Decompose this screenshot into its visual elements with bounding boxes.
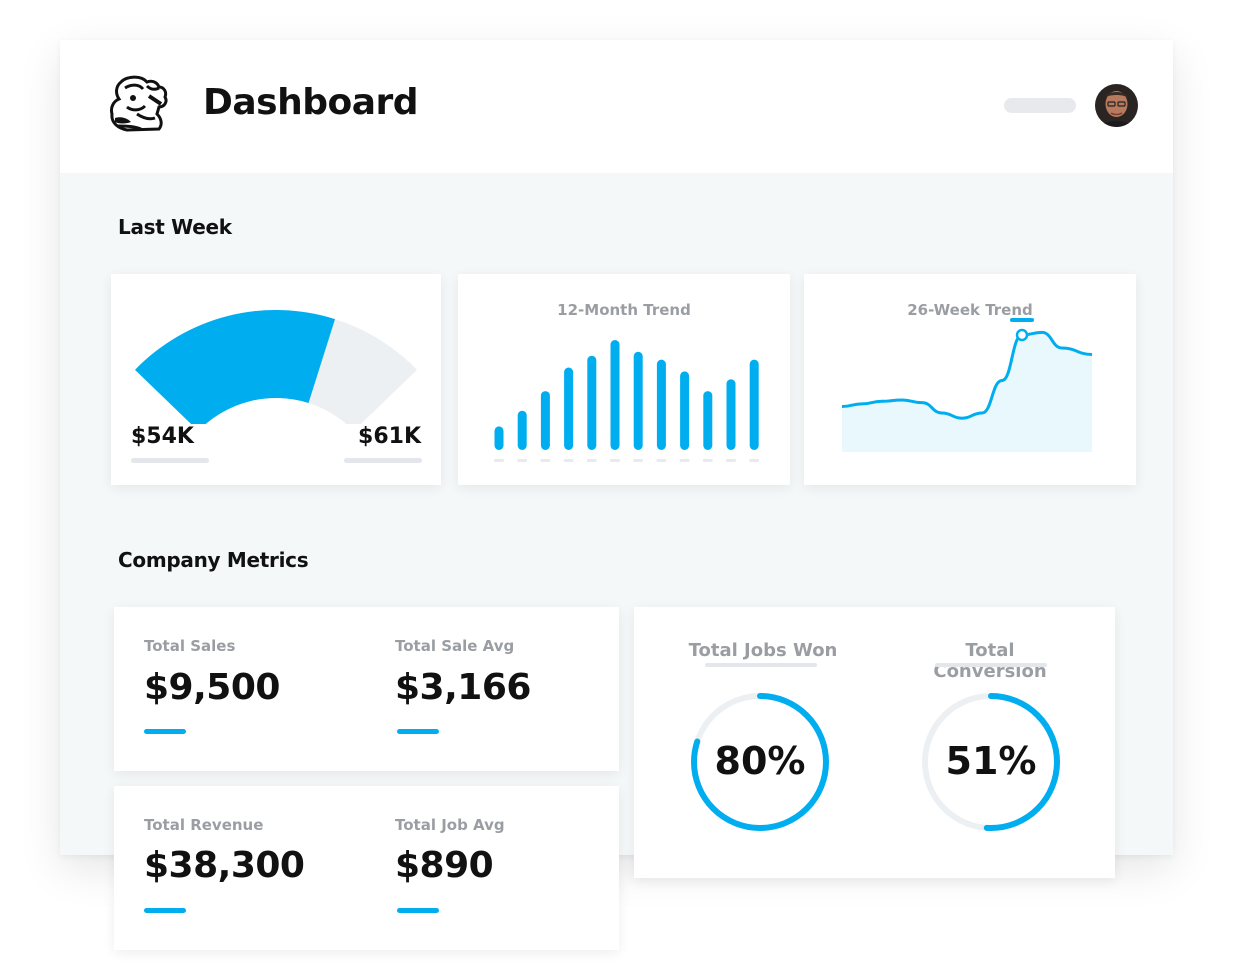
conversion-ring <box>922 693 1060 831</box>
trend-bar <box>749 359 759 450</box>
jobs-won-underline <box>705 663 817 667</box>
trend-bar-tick <box>563 459 574 462</box>
gauge-card[interactable]: $54K $61K <box>111 274 441 485</box>
total-sales-value: $9,500 <box>144 667 280 708</box>
avatar-image <box>1095 84 1138 127</box>
total-sale-avg-value: $3,166 <box>395 667 531 708</box>
weekly-trend-card[interactable]: 26-Week Trend <box>804 274 1136 485</box>
trend-highlight-marker <box>1010 318 1034 322</box>
trend-bar-tick <box>749 459 760 462</box>
page-title: Dashboard <box>203 82 419 123</box>
total-sales-label: Total Sales <box>144 637 236 655</box>
total-sales-accent <box>144 729 186 734</box>
mascot-logo-icon <box>110 75 168 132</box>
monthly-trend-chart <box>494 340 760 462</box>
trend-highlight-point[interactable] <box>1015 328 1029 342</box>
trend-bar <box>587 355 597 450</box>
section-title-company-metrics: Company Metrics <box>118 548 309 572</box>
gauge-current-underline <box>131 458 209 463</box>
section-title-last-week: Last Week <box>118 215 232 239</box>
conversion-underline <box>935 663 1047 667</box>
total-revenue-accent <box>144 908 186 913</box>
gauge-current-value: $54K <box>131 424 194 449</box>
total-job-avg-value: $890 <box>395 845 494 886</box>
trend-area <box>842 332 1092 452</box>
gauge-target-value: $61K <box>358 424 421 449</box>
conversion-rings-card[interactable]: Total Jobs Won Total Conversion 80% 51% <box>634 607 1115 878</box>
trend-bar-tick <box>610 459 620 462</box>
trend-bar-tick <box>540 459 551 462</box>
user-avatar[interactable] <box>1095 84 1138 127</box>
header: Dashboard <box>60 40 1173 173</box>
trend-bar <box>540 391 550 450</box>
weekly-trend-title: 26-Week Trend <box>907 301 1033 319</box>
jobs-won-label: Total Jobs Won <box>688 640 838 661</box>
trend-bar-tick <box>656 459 667 462</box>
metrics-card-revenue[interactable]: Total Revenue $38,300 Total Job Avg $890 <box>114 786 619 950</box>
sales-gauge <box>135 310 417 424</box>
trend-bar-tick <box>702 459 713 462</box>
total-job-avg-accent <box>397 908 439 913</box>
monthly-trend-card[interactable]: 12-Month Trend <box>458 274 790 485</box>
jobs-won-ring <box>691 693 829 831</box>
total-revenue-value: $38,300 <box>144 845 305 886</box>
jobs-won-value: 80% <box>714 739 806 783</box>
gauge-fill <box>135 310 336 424</box>
conversion-label: Total Conversion <box>933 640 1047 682</box>
trend-bar <box>726 379 736 450</box>
trend-bar <box>633 351 643 450</box>
jobs-won-ring-progress <box>691 693 829 831</box>
total-revenue-label: Total Revenue <box>144 816 264 834</box>
trend-bar <box>494 426 504 450</box>
trend-bar-tick <box>494 459 504 462</box>
trend-bar <box>656 359 666 450</box>
metrics-card-sales[interactable]: Total Sales $9,500 Total Sale Avg $3,166 <box>114 607 619 771</box>
monthly-trend-title: 12-Month Trend <box>557 301 691 319</box>
header-placeholder-bar <box>1004 98 1076 113</box>
trend-bar <box>680 371 690 450</box>
trend-bar-tick <box>679 459 690 462</box>
trend-bar <box>610 340 620 450</box>
trend-bar-tick <box>586 459 597 462</box>
trend-bar <box>517 410 527 450</box>
total-job-avg-label: Total Job Avg <box>395 816 505 834</box>
trend-bar <box>564 367 574 450</box>
weekly-trend-chart <box>841 318 1093 452</box>
trend-bar-tick <box>517 459 528 462</box>
gauge-target-underline <box>344 458 422 463</box>
total-sale-avg-label: Total Sale Avg <box>395 637 515 655</box>
trend-bar-tick <box>633 459 644 462</box>
conversion-value: 51% <box>945 739 1037 783</box>
total-sale-avg-accent <box>397 729 439 734</box>
trend-bar-tick <box>726 459 736 462</box>
conversion-ring-progress <box>922 693 1060 831</box>
trend-line <box>841 330 1093 420</box>
trend-bar <box>703 391 713 450</box>
